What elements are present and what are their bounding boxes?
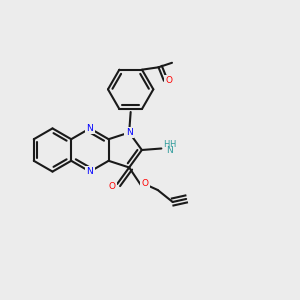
Text: N: N bbox=[86, 124, 93, 133]
Text: N: N bbox=[86, 167, 93, 176]
Text: N: N bbox=[126, 128, 133, 137]
Text: H: H bbox=[163, 140, 169, 149]
Text: O: O bbox=[165, 76, 172, 85]
Text: H: H bbox=[169, 140, 176, 149]
Text: O: O bbox=[108, 182, 115, 191]
Text: O: O bbox=[142, 179, 148, 188]
Text: N: N bbox=[166, 146, 172, 154]
